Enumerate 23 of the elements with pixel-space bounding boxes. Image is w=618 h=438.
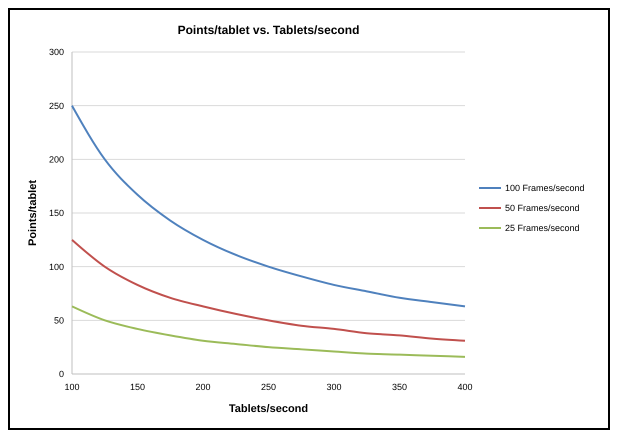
y-tick-label: 50 [54, 315, 64, 326]
chart-title: Points/tablet vs. Tablets/second [178, 23, 360, 37]
x-axis-title: Tablets/second [228, 403, 308, 415]
x-tick-label: 100 [64, 382, 80, 392]
legend-label: 50 Frames/second [505, 203, 580, 214]
x-tick-label: 300 [326, 382, 342, 392]
x-tick-label: 350 [392, 382, 408, 392]
y-tick-label: 250 [48, 100, 64, 111]
legend-label: 25 Frames/second [505, 223, 580, 234]
y-axis-title: Points/tablet [27, 180, 39, 246]
x-tick-label: 200 [195, 382, 211, 392]
y-tick-label: 100 [48, 262, 64, 272]
line-series [71, 238, 466, 342]
y-tick-label: 200 [48, 154, 64, 164]
y-tick-label: 150 [48, 208, 64, 218]
legend-label: 100 Frames/second [505, 183, 585, 194]
x-tick-label: 400 [457, 382, 473, 392]
line-series [71, 104, 466, 308]
line-series [71, 305, 466, 358]
y-tick-label: 300 [48, 47, 64, 58]
x-tick-label: 250 [260, 382, 276, 392]
x-tick-label: 150 [130, 382, 146, 392]
y-tick-label: 0 [58, 369, 64, 380]
